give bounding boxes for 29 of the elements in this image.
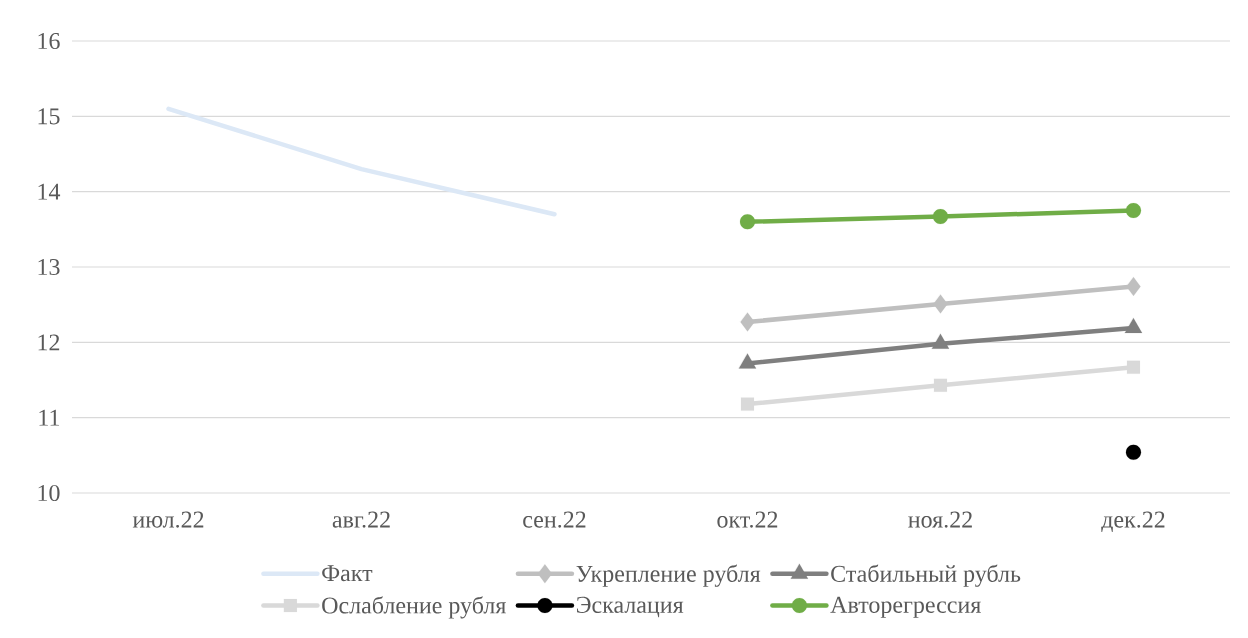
point	[739, 214, 756, 230]
y-tick-label: 14	[38, 183, 61, 200]
point	[932, 208, 949, 225]
y-tick-label: 10	[38, 484, 60, 502]
x-tick-label: окт.22	[717, 511, 778, 528]
point	[1125, 444, 1142, 460]
legend-label: Стабильный рубль	[831, 564, 1021, 587]
legend-label: Укрепление рубля	[576, 564, 761, 587]
y-tick-label: 16	[38, 32, 60, 50]
legend-label: Авторегрессия	[830, 596, 981, 618]
legend-label: Эскалация	[576, 596, 684, 618]
point	[740, 397, 755, 411]
y-tick-label: 13	[38, 258, 60, 276]
legend-label: Факт	[322, 565, 373, 582]
point	[1125, 202, 1142, 219]
x-tick-label: сен.22	[523, 511, 586, 528]
legend-label: Ослабление рубля	[322, 596, 506, 619]
x-tick-label: авг.22	[332, 511, 390, 528]
x-tick-label: июл.22	[132, 511, 204, 528]
y-tick-label: 15	[38, 108, 60, 125]
y-tick-label: 12	[38, 334, 60, 351]
x-tick-label: дек.22	[1101, 511, 1165, 533]
point	[933, 294, 948, 314]
point	[1126, 360, 1141, 374]
point	[1126, 277, 1141, 297]
point	[740, 312, 755, 332]
x-tick-label: ноя.22	[908, 511, 972, 528]
y-tick-label: 11	[39, 409, 60, 426]
point	[933, 378, 948, 392]
